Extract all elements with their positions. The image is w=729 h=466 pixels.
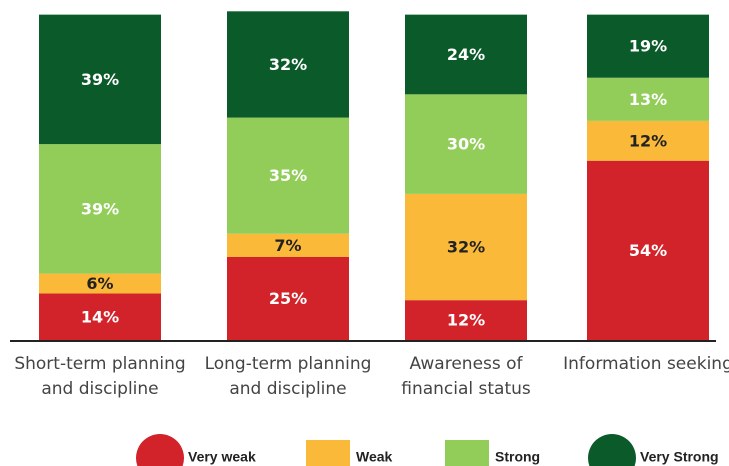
value-label: 30% <box>447 135 485 154</box>
legend-label: Strong <box>495 449 540 465</box>
bar-segment <box>39 293 161 340</box>
category-label: Short-term planning and discipline <box>14 354 186 399</box>
category-label: Awareness of financial status <box>401 354 531 399</box>
bar-segment <box>587 14 709 78</box>
bar-segment <box>39 14 161 145</box>
value-label: 19% <box>629 37 667 56</box>
bar-segment <box>405 300 527 340</box>
category-label: Long-term planning and discipline <box>204 354 372 399</box>
bar-segment <box>405 193 527 301</box>
value-label: 14% <box>81 307 119 326</box>
bar-segment <box>39 144 161 274</box>
bar-segment <box>405 94 527 194</box>
bar-segment <box>405 14 527 95</box>
value-label: 32% <box>447 238 485 257</box>
bar-segment <box>587 120 709 161</box>
bar-segment <box>227 233 349 257</box>
bar-segment <box>227 11 349 118</box>
value-label: 12% <box>447 311 485 330</box>
value-label: 32% <box>269 55 307 74</box>
bar-segment <box>587 160 709 340</box>
value-label: 39% <box>81 199 119 218</box>
value-label: 12% <box>629 131 667 150</box>
value-label: 7% <box>274 236 301 255</box>
legend-label: Very weak <box>188 449 256 465</box>
value-label: 25% <box>269 289 307 308</box>
value-label: 39% <box>81 70 119 89</box>
value-label: 24% <box>447 45 485 64</box>
legend-marker <box>445 440 489 466</box>
category-label: Information seeking <box>563 354 729 374</box>
value-label: 35% <box>269 166 307 185</box>
legend-label: Weak <box>356 449 393 465</box>
bar-segment <box>39 273 161 294</box>
legend-marker <box>588 434 636 466</box>
value-label: 13% <box>629 90 667 109</box>
legend-marker <box>136 434 184 466</box>
legend-marker <box>306 440 350 466</box>
value-label: 54% <box>629 241 667 260</box>
bar-segment <box>227 257 349 340</box>
bar-segment <box>587 77 709 121</box>
value-label: 6% <box>86 274 113 293</box>
legend-label: Very Strong <box>640 449 719 465</box>
bar-segment <box>227 117 349 234</box>
